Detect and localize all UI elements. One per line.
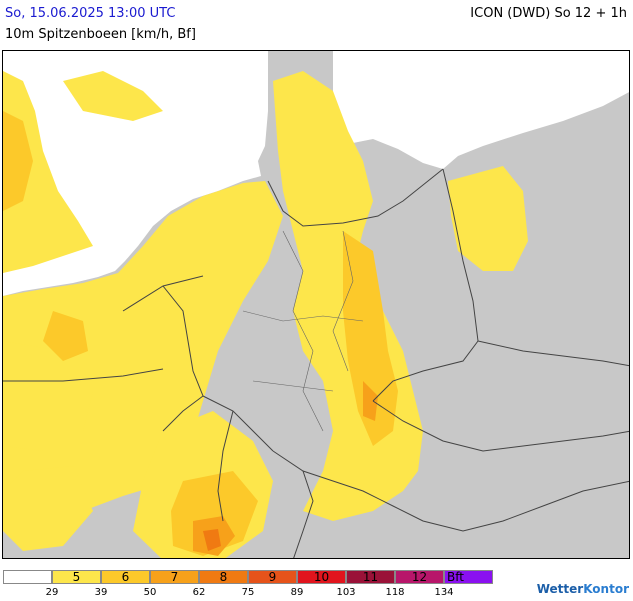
color-legend: 5 6 7 8 9 10 11 12 Bft xyxy=(3,570,493,586)
wetterkontor-logo[interactable]: WetterKontor xyxy=(537,582,629,596)
legend-cell: 12 xyxy=(395,570,444,584)
legend-tick-label: 50 xyxy=(143,587,157,598)
parameter-label: 10m Spitzenboeen [km/h, Bf] xyxy=(5,27,196,42)
legend-tick-label: 89 xyxy=(290,587,304,598)
legend-tick-label: 118 xyxy=(385,587,405,598)
legend-tick-label: 134 xyxy=(434,587,454,598)
logo-text-a: Wetter xyxy=(536,582,584,596)
legend-cell: 8 xyxy=(199,570,248,584)
gust-field-bf8 xyxy=(203,529,221,551)
legend-cell xyxy=(3,570,52,584)
legend-tick-label: 62 xyxy=(192,587,206,598)
legend-ticks: 29 39 50 62 75 89 103 118 134 xyxy=(0,587,633,601)
legend-tick-label: 39 xyxy=(94,587,108,598)
baltic-sea xyxy=(333,51,629,169)
legend-tick-label: 29 xyxy=(45,587,59,598)
wind-gust-map[interactable] xyxy=(2,50,630,559)
legend-cell: Bft xyxy=(444,570,493,584)
logo-text-b: Kontor xyxy=(583,582,629,596)
legend-tick-label: 103 xyxy=(336,587,356,598)
legend-cell: 7 xyxy=(150,570,199,584)
map-svg xyxy=(3,51,629,558)
legend-cell: 10 xyxy=(297,570,346,584)
state-borders xyxy=(242,230,364,432)
legend-cell: 11 xyxy=(346,570,395,584)
legend-tick-label: 75 xyxy=(241,587,255,598)
legend-cell: 6 xyxy=(101,570,150,584)
forecast-date: So, 15.06.2025 13:00 UTC xyxy=(5,6,176,21)
great-britain xyxy=(3,71,93,273)
legend-cell: 9 xyxy=(248,570,297,584)
country-borders xyxy=(3,168,629,558)
legend-cell: 5 xyxy=(52,570,101,584)
gust-field-bf6 xyxy=(3,111,398,556)
model-run-label: ICON (DWD) So 12 + 1h xyxy=(470,6,627,21)
